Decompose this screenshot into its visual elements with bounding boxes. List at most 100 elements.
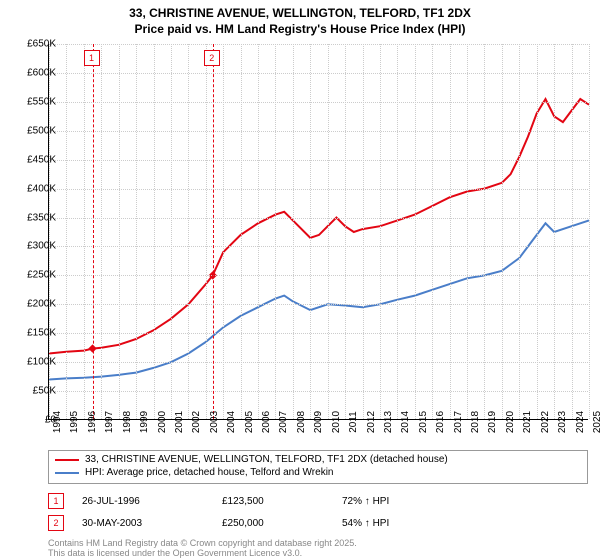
y-tick-label: £400K <box>27 183 56 194</box>
sale-marker-line <box>213 44 214 419</box>
gridline-v <box>380 44 381 419</box>
gridline-v <box>554 44 555 419</box>
x-tick-label: 2019 <box>487 411 498 433</box>
x-tick-label: 2002 <box>191 411 202 433</box>
gridline-v <box>484 44 485 419</box>
gridline-v <box>188 44 189 419</box>
y-tick-label: £300K <box>27 241 56 252</box>
x-tick-label: 2006 <box>261 411 272 433</box>
legend-box: 33, CHRISTINE AVENUE, WELLINGTON, TELFOR… <box>48 450 588 484</box>
gridline-v <box>293 44 294 419</box>
x-tick-label: 1994 <box>52 411 63 433</box>
gridline-v <box>310 44 311 419</box>
sale-marker-label: 2 <box>204 50 220 66</box>
y-tick-label: £50K <box>33 386 56 397</box>
gridline-v <box>363 44 364 419</box>
gridline-v <box>572 44 573 419</box>
title-block: 33, CHRISTINE AVENUE, WELLINGTON, TELFOR… <box>0 0 600 39</box>
sale-date-1: 30-MAY-2003 <box>82 518 222 529</box>
gridline-h <box>49 391 588 392</box>
x-tick-label: 2011 <box>348 411 359 433</box>
footer-line-1: Contains HM Land Registry data © Crown c… <box>48 538 588 548</box>
gridline-h <box>49 102 588 103</box>
title-line-1: 33, CHRISTINE AVENUE, WELLINGTON, TELFOR… <box>0 6 600 22</box>
x-tick-label: 2013 <box>383 411 394 433</box>
x-tick-label: 2017 <box>453 411 464 433</box>
x-tick-label: 2000 <box>157 411 168 433</box>
x-tick-label: 2021 <box>522 411 533 433</box>
chart-plot-area <box>48 44 588 420</box>
sale-row-0: 1 26-JUL-1996 £123,500 72% ↑ HPI <box>48 490 588 512</box>
y-tick-label: £550K <box>27 96 56 107</box>
sale-row-1: 2 30-MAY-2003 £250,000 54% ↑ HPI <box>48 512 588 534</box>
sale-marker-label: 1 <box>84 50 100 66</box>
gridline-v <box>467 44 468 419</box>
gridline-h <box>49 275 588 276</box>
y-tick-label: £350K <box>27 212 56 223</box>
x-tick-label: 2005 <box>244 411 255 433</box>
gridline-h <box>49 304 588 305</box>
sale-change-1: 54% ↑ HPI <box>342 518 389 529</box>
gridline-v <box>66 44 67 419</box>
x-tick-label: 2016 <box>435 411 446 433</box>
x-tick-label: 2020 <box>505 411 516 433</box>
gridline-v <box>415 44 416 419</box>
gridline-h <box>49 218 588 219</box>
sale-price-1: £250,000 <box>222 518 342 529</box>
gridline-v <box>241 44 242 419</box>
x-tick-label: 1995 <box>69 411 80 433</box>
y-tick-label: £100K <box>27 357 56 368</box>
gridline-h <box>49 189 588 190</box>
x-tick-label: 2022 <box>540 411 551 433</box>
gridline-v <box>223 44 224 419</box>
gridline-h <box>49 131 588 132</box>
gridline-v <box>258 44 259 419</box>
gridline-h <box>49 333 588 334</box>
gridline-v <box>519 44 520 419</box>
series-line-0 <box>49 99 589 354</box>
gridline-v <box>101 44 102 419</box>
y-tick-label: £600K <box>27 67 56 78</box>
gridline-v <box>328 44 329 419</box>
gridline-v <box>154 44 155 419</box>
legend-row-1: HPI: Average price, detached house, Telf… <box>55 467 581 478</box>
x-tick-label: 1997 <box>104 411 115 433</box>
sale-change-0: 72% ↑ HPI <box>342 496 389 507</box>
gridline-v <box>275 44 276 419</box>
gridline-v <box>345 44 346 419</box>
x-tick-label: 2023 <box>557 411 568 433</box>
gridline-h <box>49 44 588 45</box>
y-tick-label: £500K <box>27 125 56 136</box>
x-tick-label: 2014 <box>400 411 411 433</box>
gridline-v <box>397 44 398 419</box>
x-tick-label: 2004 <box>226 411 237 433</box>
gridline-v <box>537 44 538 419</box>
legend-label-1: HPI: Average price, detached house, Telf… <box>85 467 334 478</box>
legend-row-0: 33, CHRISTINE AVENUE, WELLINGTON, TELFOR… <box>55 454 581 465</box>
gridline-v <box>206 44 207 419</box>
gridline-v <box>171 44 172 419</box>
legend-swatch-0 <box>55 459 79 461</box>
legend-block: 33, CHRISTINE AVENUE, WELLINGTON, TELFOR… <box>48 450 588 558</box>
x-tick-label: 1999 <box>139 411 150 433</box>
gridline-v <box>450 44 451 419</box>
gridline-v <box>589 44 590 419</box>
gridline-v <box>119 44 120 419</box>
sale-marker-0: 1 <box>48 493 64 509</box>
y-tick-label: £150K <box>27 328 56 339</box>
x-tick-label: 1998 <box>122 411 133 433</box>
x-tick-label: 2025 <box>592 411 600 433</box>
y-tick-label: £650K <box>27 39 56 50</box>
x-tick-label: 2015 <box>418 411 429 433</box>
series-line-1 <box>49 220 589 379</box>
sale-date-0: 26-JUL-1996 <box>82 496 222 507</box>
x-tick-label: 2003 <box>209 411 220 433</box>
x-tick-label: 2008 <box>296 411 307 433</box>
x-tick-label: 2012 <box>366 411 377 433</box>
gridline-v <box>432 44 433 419</box>
legend-swatch-1 <box>55 472 79 474</box>
gridline-v <box>502 44 503 419</box>
y-tick-label: £200K <box>27 299 56 310</box>
sale-marker-line <box>93 44 94 419</box>
x-tick-label: 2001 <box>174 411 185 433</box>
